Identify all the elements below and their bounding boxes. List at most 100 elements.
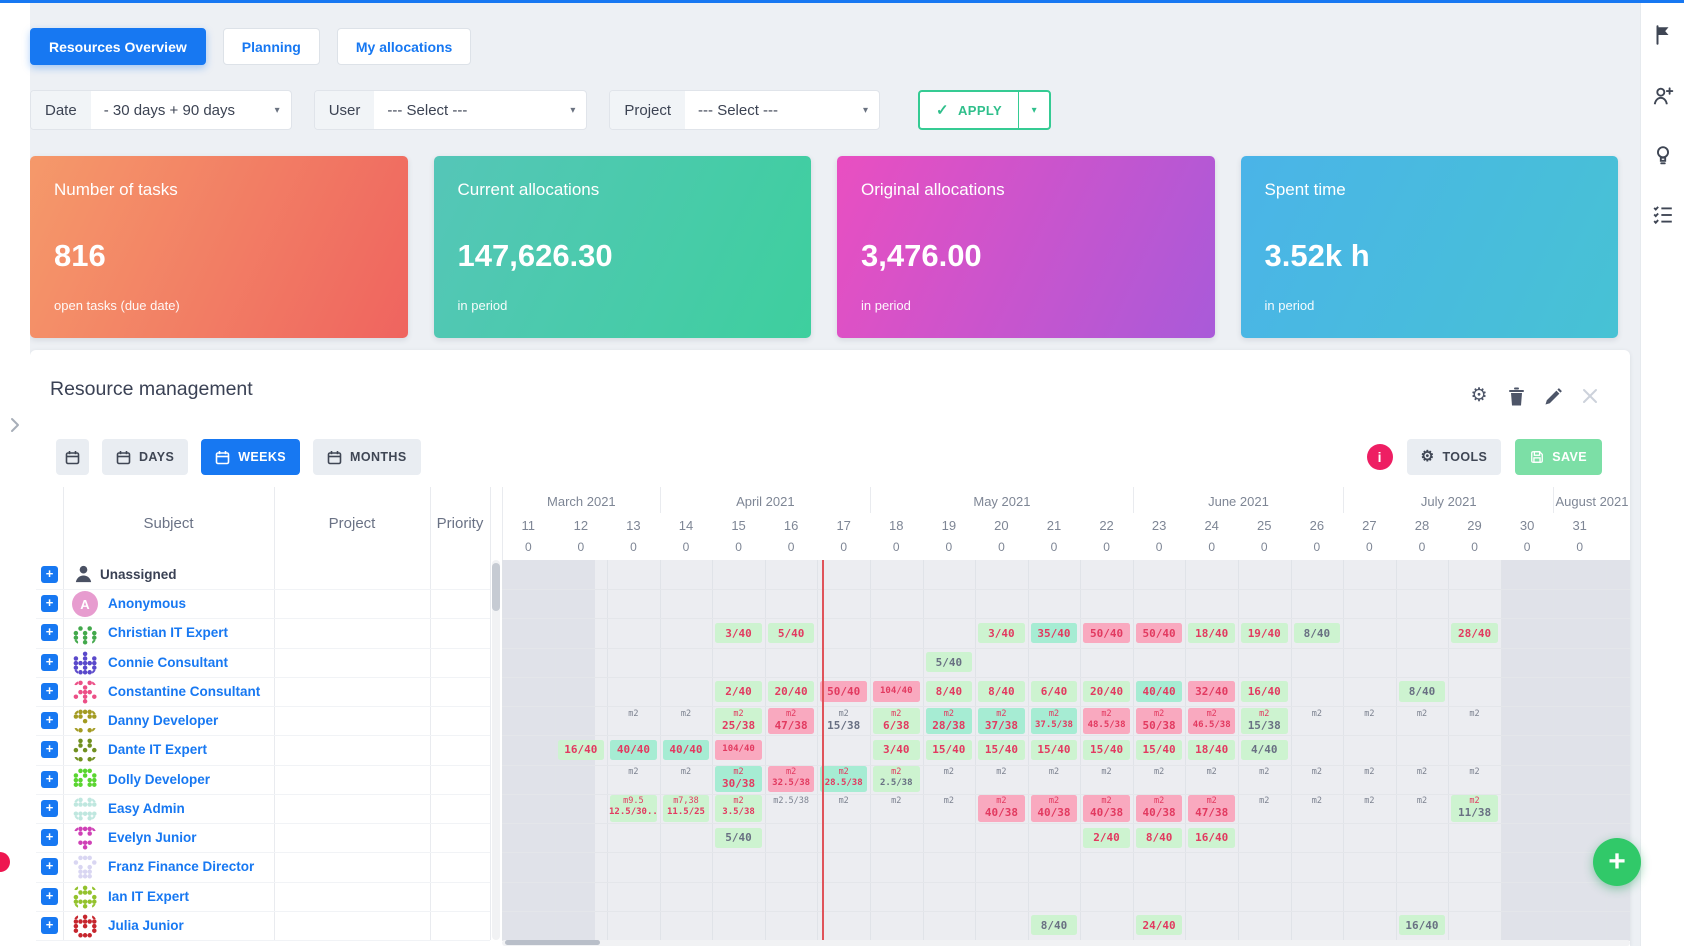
allocation-cell[interactable]: m2: [1241, 795, 1288, 821]
allocation-cell[interactable]: m2: [1294, 708, 1341, 734]
resource-name-link[interactable]: Anonymous: [108, 596, 187, 612]
allocation-cell[interactable]: m2: [1346, 708, 1393, 734]
allocation-cell[interactable]: 50/40: [1083, 622, 1130, 644]
horizontal-scrollbar-thumb[interactable]: [505, 940, 600, 946]
expand-row-button[interactable]: +: [41, 741, 58, 759]
allocation-cell[interactable]: m2: [820, 795, 867, 821]
allocation-cell[interactable]: m9.5 12.5/30..: [609, 795, 658, 822]
checklist-icon[interactable]: [1652, 204, 1674, 226]
expand-row-button[interactable]: +: [41, 712, 58, 730]
lightbulb-icon[interactable]: [1652, 144, 1674, 166]
resource-name-link[interactable]: Evelyn Junior: [108, 830, 197, 846]
allocation-cell[interactable]: 3/40: [715, 622, 762, 644]
horizontal-scrollbar[interactable]: [502, 939, 1630, 946]
vertical-scrollbar-thumb[interactable]: [492, 563, 500, 611]
allocation-cell[interactable]: 8/40: [1030, 915, 1078, 936]
resource-name-link[interactable]: Ian IT Expert: [108, 888, 190, 904]
allocation-cell[interactable]: m7,38 11.5/25: [662, 795, 710, 822]
allocation-cell[interactable]: 104/40: [872, 681, 920, 702]
expand-row-button[interactable]: +: [41, 682, 58, 700]
save-button[interactable]: SAVE: [1515, 439, 1602, 475]
allocation-cell[interactable]: m2 40/38: [1083, 795, 1130, 822]
allocation-cell[interactable]: m2: [1399, 708, 1446, 734]
expand-row-button[interactable]: +: [41, 653, 58, 671]
tab-my-allocations[interactable]: My allocations: [336, 28, 472, 65]
allocation-cell[interactable]: m2: [926, 766, 973, 792]
allocation-cell[interactable]: m2: [1399, 766, 1446, 792]
resource-name-link[interactable]: Dolly Developer: [108, 771, 211, 787]
allocation-cell[interactable]: m2 15/38: [1240, 707, 1288, 734]
allocation-cell[interactable]: 20/40: [767, 681, 815, 702]
allocation-cell[interactable]: m2 6/38: [872, 707, 920, 734]
allocation-cell[interactable]: m2: [663, 766, 710, 792]
allocation-cell[interactable]: m2: [1451, 766, 1498, 792]
allocation-cell[interactable]: 5/40: [925, 652, 973, 673]
apply-button[interactable]: ✓ APPLY ▾: [918, 90, 1052, 130]
allocation-cell[interactable]: 8/40: [1135, 827, 1183, 848]
allocation-cell[interactable]: 4/40: [1240, 739, 1288, 761]
allocation-cell[interactable]: 5/40: [767, 622, 815, 644]
allocation-cell[interactable]: m2: [1083, 766, 1130, 792]
allocation-cell[interactable]: 16/40: [1398, 915, 1446, 936]
tab-resources-overview[interactable]: Resources Overview: [30, 28, 206, 65]
allocation-cell[interactable]: 15/40: [1030, 739, 1078, 761]
allocation-cell[interactable]: 16/40: [1240, 681, 1288, 702]
view-days-button[interactable]: DAYS: [102, 439, 189, 475]
expand-row-button[interactable]: +: [41, 799, 58, 817]
expand-row-button[interactable]: +: [41, 887, 58, 905]
allocation-cell[interactable]: 40/40: [662, 739, 710, 761]
apply-dropdown-toggle[interactable]: ▾: [1019, 92, 1049, 128]
info-icon[interactable]: i: [1366, 444, 1393, 470]
allocation-cell[interactable]: 18/40: [1188, 739, 1235, 761]
allocation-cell[interactable]: 15/40: [925, 739, 973, 761]
allocation-cell[interactable]: 19/40: [1240, 622, 1288, 644]
allocation-cell[interactable]: 40/40: [610, 739, 657, 761]
allocation-cell[interactable]: m2 2.5/38: [872, 766, 920, 793]
allocation-cell[interactable]: m2 48.5/38: [1083, 707, 1130, 734]
resource-name-link[interactable]: Easy Admin: [108, 800, 185, 816]
allocation-cell[interactable]: 24/40: [1135, 915, 1183, 936]
vertical-scrollbar[interactable]: [492, 560, 500, 940]
allocation-cell[interactable]: 2/40: [1083, 827, 1130, 848]
allocation-cell[interactable]: 5/40: [715, 827, 762, 848]
allocation-cell[interactable]: m2: [1241, 766, 1288, 792]
allocation-cell[interactable]: 3/40: [872, 739, 920, 761]
date-filter-select[interactable]: - 30 days + 90 days ▾: [91, 91, 291, 129]
calendar-view-button[interactable]: [56, 439, 89, 475]
allocation-cell[interactable]: m2: [610, 766, 657, 792]
settings-icon[interactable]: ⚙: [1470, 385, 1488, 406]
allocation-cell[interactable]: m2 15/38: [820, 708, 867, 734]
allocation-cell[interactable]: m2 40/38: [978, 795, 1025, 822]
expand-row-button[interactable]: +: [41, 770, 58, 788]
allocation-cell[interactable]: 2/40: [715, 681, 762, 702]
allocation-cell[interactable]: m2: [1294, 795, 1341, 821]
allocation-cell[interactable]: m2 28.5/38: [820, 766, 867, 793]
allocation-cell[interactable]: 104/40: [715, 739, 762, 761]
allocation-cell[interactable]: m2: [978, 766, 1025, 792]
allocation-cell[interactable]: m2 40/38: [1030, 795, 1078, 822]
expand-row-button[interactable]: +: [41, 858, 58, 876]
allocation-cell[interactable]: 16/40: [557, 739, 605, 761]
allocation-cell[interactable]: m2: [663, 708, 710, 734]
allocation-cell[interactable]: 8/40: [1293, 622, 1341, 644]
allocation-cell[interactable]: 20/40: [1083, 681, 1130, 702]
delete-icon[interactable]: [1506, 386, 1526, 406]
allocation-cell[interactable]: m2: [1188, 766, 1235, 792]
user-filter-select[interactable]: --- Select --- ▾: [374, 91, 586, 129]
allocation-cell[interactable]: m2: [1136, 766, 1183, 792]
allocation-cell[interactable]: m2 30/38: [715, 766, 762, 793]
allocation-cell[interactable]: m2: [1451, 708, 1498, 734]
allocation-cell[interactable]: m2.5/38: [768, 795, 815, 821]
resource-name-link[interactable]: Dante IT Expert: [108, 742, 208, 758]
expand-row-button[interactable]: +: [41, 829, 58, 847]
allocation-cell[interactable]: m2 47/38: [1188, 795, 1235, 822]
allocation-cell[interactable]: 8/40: [925, 681, 973, 702]
add-user-icon[interactable]: [1652, 85, 1674, 107]
allocation-cell[interactable]: m2 11/38: [1451, 795, 1498, 822]
allocation-cell[interactable]: 50/40: [820, 681, 867, 702]
allocation-cell[interactable]: 18/40: [1188, 622, 1235, 644]
project-filter-select[interactable]: --- Select --- ▾: [685, 91, 879, 129]
allocation-cell[interactable]: m2: [1346, 795, 1393, 821]
allocation-cell[interactable]: m2 47/38: [767, 707, 815, 734]
tab-planning[interactable]: Planning: [222, 28, 320, 65]
